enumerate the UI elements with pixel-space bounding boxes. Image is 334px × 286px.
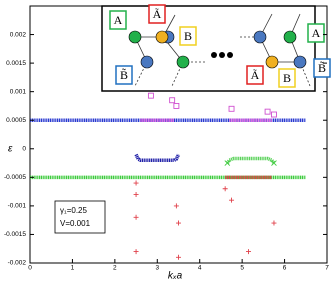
x-tick-label: 5: [240, 265, 244, 272]
x-tick-label: 6: [283, 265, 287, 272]
node: [176, 55, 190, 69]
dot: [211, 52, 217, 58]
dot: [227, 52, 233, 58]
label-box: [115, 65, 133, 85]
data-point: [173, 203, 179, 209]
label-box: [246, 65, 264, 85]
inset-label: Ã: [251, 68, 260, 82]
data-point: [176, 254, 181, 260]
node: [155, 30, 169, 44]
data-point: [133, 214, 139, 220]
dot: [219, 52, 225, 58]
data-point: [222, 186, 228, 192]
node: [128, 30, 142, 44]
x-axis-label: kₓa: [168, 271, 183, 281]
y-tick-label: -0.0015: [4, 231, 26, 238]
inset-diagram: A Ã B B̃ Ã B A B̃: [101, 4, 331, 92]
annotation: V=0.001: [60, 219, 91, 228]
data-point: [169, 97, 176, 104]
inset-label: B̃: [318, 60, 326, 74]
inset-label: A: [312, 26, 321, 40]
inset-label: Ã: [153, 7, 162, 21]
label-box: [179, 26, 197, 46]
annotation-frame: [54, 200, 106, 234]
x-tick-label: 3: [155, 265, 159, 272]
inset-label: A: [114, 13, 123, 27]
data-point: [176, 220, 181, 226]
annotation: γ₁=0.25: [60, 206, 87, 215]
label-box: [278, 68, 296, 88]
x-tick-label: 7: [325, 265, 329, 272]
node: [265, 55, 279, 69]
x-tick-label: 1: [71, 265, 75, 272]
y-axis-label: ε: [8, 144, 13, 155]
data-point: [229, 197, 235, 203]
data-point: [133, 180, 139, 186]
band-line: [225, 156, 276, 165]
x-tick-label: 4: [198, 265, 202, 272]
y-tick-label: 0: [22, 145, 26, 152]
data-point: [224, 160, 231, 166]
data-point: [133, 191, 139, 197]
node: [283, 30, 297, 44]
label-box: [148, 4, 166, 24]
inset-label: B̃: [120, 67, 128, 81]
data-point: [147, 92, 154, 99]
data-point: [228, 105, 235, 112]
node: [293, 55, 307, 69]
y-tick-label: 0.001: [10, 88, 27, 95]
x-tick-label: 0: [28, 265, 32, 272]
y-tick-label: 0.0015: [6, 60, 26, 67]
label-box: [109, 10, 127, 30]
y-tick-label: 0.002: [10, 31, 27, 38]
data-point: [246, 249, 252, 255]
y-tick-label: -0.002: [8, 260, 27, 267]
node: [140, 55, 154, 69]
y-tick-label: -0.001: [8, 203, 27, 210]
data-point: [271, 111, 277, 118]
plot-area: [30, 92, 306, 260]
inset-label: B: [283, 71, 291, 85]
data-point: [133, 249, 139, 255]
label-box: [307, 23, 325, 43]
node: [253, 30, 267, 44]
y-tick-label: 0.0005: [6, 117, 26, 124]
inset-label: B: [184, 29, 192, 43]
data-point: [271, 160, 277, 166]
y-tick-label: -0.0005: [4, 174, 26, 181]
data-point: [271, 220, 277, 226]
annotation-box: γ₁=0.25 V=0.001: [54, 200, 106, 234]
data-point: [264, 108, 271, 115]
x-tick-label: 2: [113, 265, 117, 272]
band-line: [134, 153, 181, 162]
data-point: [173, 102, 180, 109]
